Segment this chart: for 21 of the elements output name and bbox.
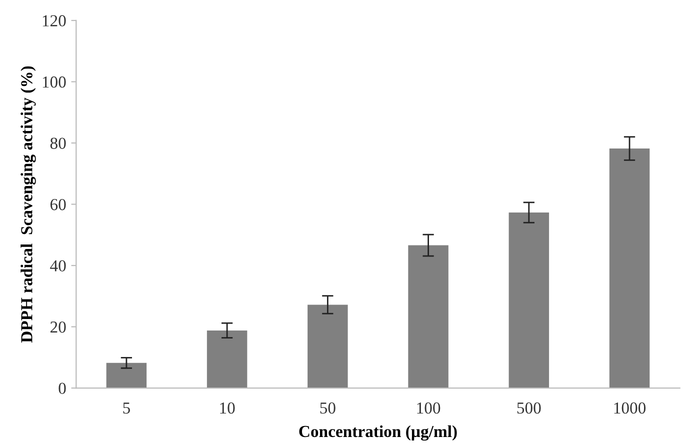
x-tick-label: 50 [320,402,336,414]
y-tick-label: 40 [50,260,66,272]
y-tick-label: 60 [50,198,66,210]
bar [609,148,650,388]
x-tick-label: 500 [517,402,541,414]
y-tick-label: 0 [58,382,66,394]
y-tick-label: 100 [42,76,66,88]
y-tick-label: 120 [42,15,66,26]
x-axis-title: Concentration (µg/ml) [299,425,457,441]
y-axis-title: DPPH radical Scavenging activity (%) [20,66,36,343]
x-tick-label: 100 [417,402,440,414]
bar [106,362,147,388]
bar [408,245,448,388]
y-tick-label: 20 [50,321,66,333]
y-tick-label: 80 [50,138,66,149]
x-tick-label: 5 [123,402,130,414]
bar [206,330,248,388]
bar [508,212,550,388]
x-tick-label: 10 [220,402,235,414]
bar [308,304,348,388]
x-tick-label: 1000 [614,402,646,414]
